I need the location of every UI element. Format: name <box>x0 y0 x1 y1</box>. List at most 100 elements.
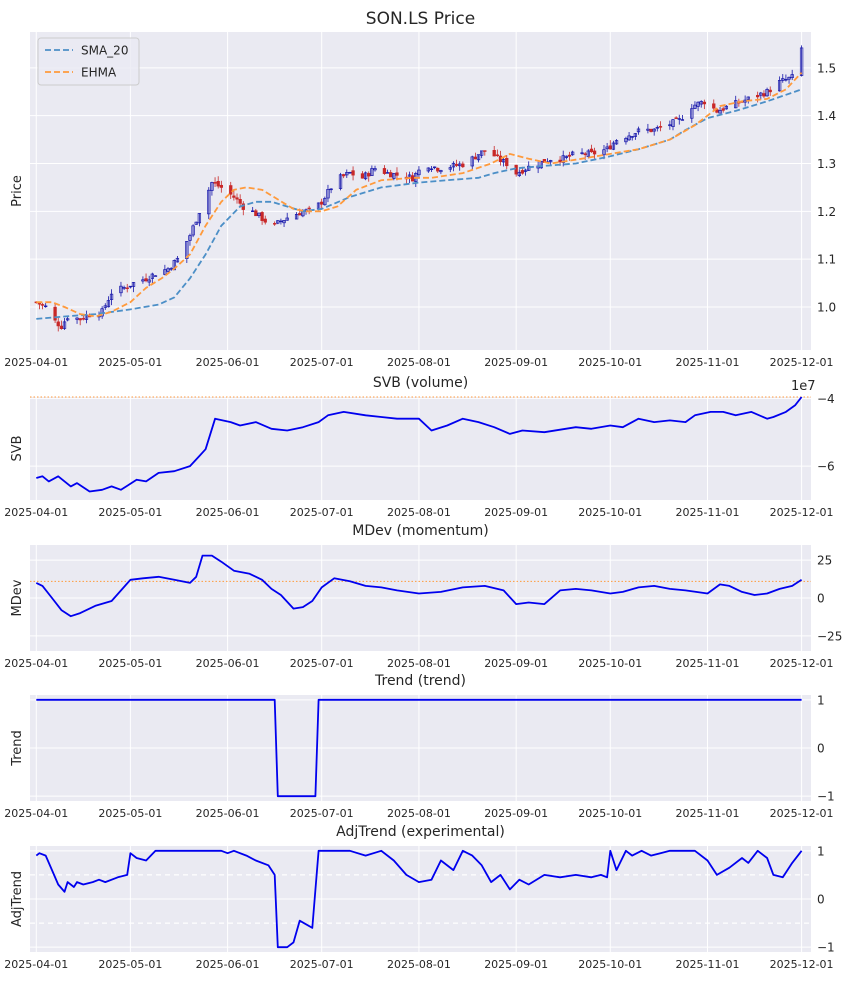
candle-body <box>476 154 481 161</box>
candle-body <box>345 172 349 176</box>
candle-body <box>734 100 738 109</box>
candle-body <box>627 135 631 141</box>
candle-body <box>320 201 324 205</box>
candle-body <box>351 170 355 176</box>
x-tick-label: 2025-05-01 <box>98 506 162 519</box>
candle-body <box>718 110 722 114</box>
candle-body <box>56 321 60 327</box>
candle-body <box>461 163 465 168</box>
candle-body <box>473 156 478 160</box>
candle-body <box>197 213 202 224</box>
y-tick-label: 1.2 <box>817 205 836 219</box>
candle-body <box>558 159 562 163</box>
x-tick-label: 2025-07-01 <box>290 958 354 971</box>
candle-body <box>122 287 126 289</box>
candle-body <box>608 145 612 150</box>
candle-body <box>649 128 653 133</box>
x-tick-label: 2025-04-01 <box>4 958 68 971</box>
candle-body <box>235 197 239 200</box>
candle-body <box>520 170 525 174</box>
candle-body <box>163 269 167 275</box>
x-tick-label: 2025-11-01 <box>676 356 740 369</box>
x-tick-label: 2025-06-01 <box>196 506 260 519</box>
candle-body <box>348 171 352 174</box>
x-tick-label: 2025-08-01 <box>387 356 451 369</box>
candle-body <box>527 165 531 171</box>
x-tick-label: 2025-12-01 <box>770 958 834 971</box>
candle-body <box>429 168 434 171</box>
candle-body <box>119 285 123 294</box>
y-axis-label: Trend <box>10 730 25 767</box>
candle-body <box>721 108 725 111</box>
x-tick-label: 2025-07-01 <box>290 506 354 519</box>
panel-5: 2025-04-01 2025-05-01 2025-06-01 2025-07-01… <box>4 824 834 971</box>
candle-body <box>298 213 302 216</box>
candle-body <box>712 103 716 109</box>
candle-body <box>759 92 763 96</box>
candle-body <box>674 117 678 119</box>
y-tick-label: 1.1 <box>817 253 836 267</box>
candle-body <box>417 169 421 176</box>
candle-body <box>273 223 277 225</box>
candle-body <box>680 119 685 121</box>
candle-body <box>580 152 584 154</box>
candle-body <box>784 79 788 81</box>
candle-body <box>131 282 136 287</box>
x-tick-label: 2025-04-01 <box>4 356 68 369</box>
sma-20-line <box>36 88 802 320</box>
candle-body <box>501 159 506 163</box>
x-tick-label: 2025-12-01 <box>770 356 834 369</box>
x-tick-label: 2025-11-01 <box>676 657 740 670</box>
candle-body <box>677 118 681 120</box>
candle-body <box>338 174 343 189</box>
candle-body <box>103 305 107 308</box>
legend-label: SMA_20 <box>81 44 128 58</box>
candle-body <box>207 189 211 215</box>
candle-body <box>251 210 255 213</box>
candle-body <box>175 257 180 263</box>
candle-body <box>75 317 79 320</box>
y-tick-label: 0 <box>817 742 825 756</box>
candle-body <box>458 163 462 167</box>
panel-title: SVB (volume) <box>373 375 468 391</box>
candle-body <box>549 160 553 163</box>
candle-body <box>439 170 443 173</box>
candle-body <box>586 150 590 157</box>
candle-body <box>693 104 697 109</box>
plot-area <box>30 32 811 350</box>
candle-body <box>360 173 365 179</box>
candle-body <box>454 163 459 166</box>
candle-body <box>385 172 390 174</box>
x-tick-label: 2025-10-01 <box>578 356 642 369</box>
series-line <box>36 698 802 798</box>
x-tick-label: 2025-07-01 <box>290 356 354 369</box>
candle-body <box>219 184 223 188</box>
candle-body <box>53 306 57 321</box>
x-tick-label: 2025-06-01 <box>196 356 260 369</box>
candle-body <box>238 199 242 204</box>
plot-area <box>30 397 811 500</box>
candle-body <box>389 172 393 178</box>
candle-body <box>668 124 672 127</box>
x-tick-label: 2025-05-01 <box>98 807 162 820</box>
x-tick-label: 2025-09-01 <box>484 807 548 820</box>
y-tick-label: −1 <box>817 790 835 804</box>
x-tick-label: 2025-05-01 <box>98 356 162 369</box>
candle-body <box>62 321 67 329</box>
x-tick-label: 2025-10-01 <box>578 958 642 971</box>
candle-body <box>567 154 572 157</box>
y-tick-label: 0 <box>817 893 825 907</box>
x-tick-label: 2025-11-01 <box>676 807 740 820</box>
x-tick-label: 2025-11-01 <box>676 506 740 519</box>
panel-4: 2025-04-01 2025-05-01 2025-06-01 2025-07-01… <box>4 673 834 820</box>
candle-body <box>210 182 214 191</box>
candle-body <box>169 268 173 270</box>
candle-body <box>777 80 782 92</box>
candle-body <box>505 157 509 167</box>
candle-body <box>611 142 616 150</box>
candle-body <box>282 220 286 224</box>
candle-body <box>436 167 440 172</box>
panel-3: 2025-04-01 2025-05-01 2025-06-01 2025-07-01… <box>4 523 842 670</box>
y-tick-label: 1 <box>817 693 825 707</box>
